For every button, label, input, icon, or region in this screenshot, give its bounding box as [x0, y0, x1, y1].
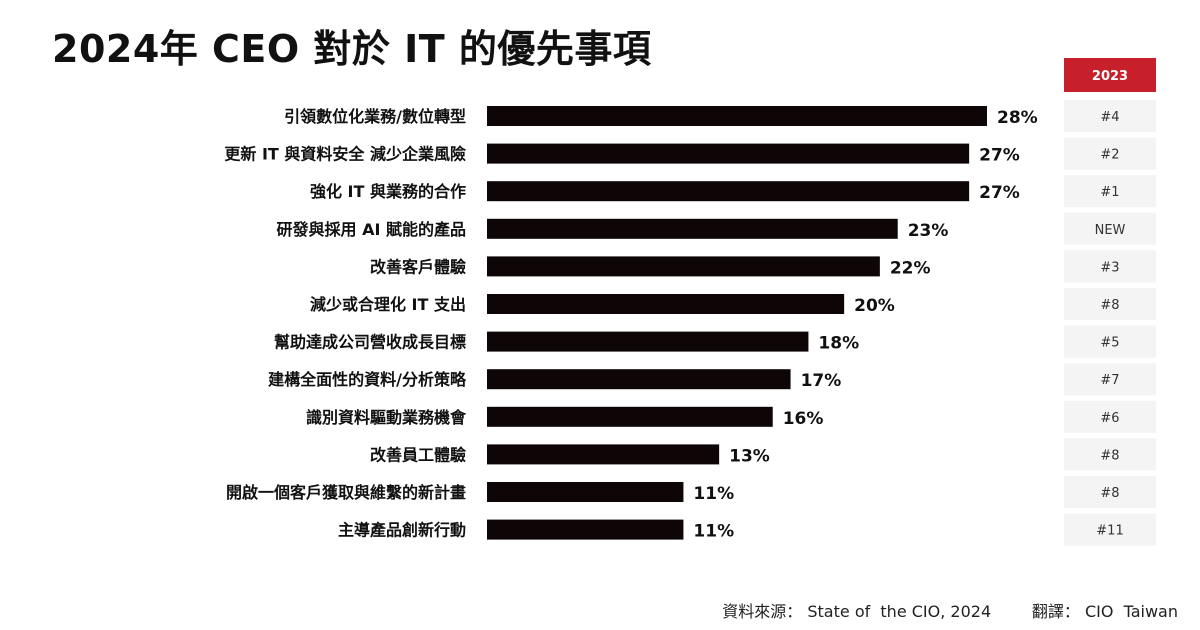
rank-label: #8: [1100, 448, 1119, 463]
rank-label: #5: [1100, 336, 1119, 351]
value-label: 20%: [854, 296, 895, 316]
rank-header-bg: [1064, 58, 1156, 92]
translation-text: CIO Taiwan: [1084, 602, 1178, 621]
bar: [487, 256, 880, 277]
rank-cell-bg: [1064, 513, 1156, 546]
value-label: 13%: [729, 446, 770, 466]
bar: [487, 218, 898, 239]
source-label: 資料來源：: [722, 602, 803, 621]
value-label: 22%: [890, 258, 931, 278]
category-label: 改善員工體驗: [370, 445, 466, 464]
rank-label: #3: [1100, 260, 1119, 275]
value-label: 27%: [979, 146, 1020, 166]
source-text: State of the CIO, 2024: [807, 602, 992, 621]
bar: [487, 143, 970, 164]
bar: [487, 294, 845, 314]
category-label: 強化 IT 與業務的合作: [310, 182, 466, 201]
rank-label: #1: [1100, 185, 1119, 200]
value-label: 28%: [997, 108, 1038, 128]
value-label: 17%: [801, 371, 842, 391]
bar: [487, 444, 720, 465]
bar: [487, 106, 987, 126]
category-label: 主導產品創新行動: [338, 521, 466, 540]
rank-label: #2: [1100, 148, 1119, 163]
rank-label: #8: [1100, 486, 1119, 501]
bar: [487, 519, 684, 540]
category-label: 減少或合理化 IT 支出: [310, 295, 466, 314]
bar-chart: 2023 引領數位化業務/數位轉型 28% #4 更新 IT 與資料安全 減少企業風險 2…: [224, 58, 1156, 546]
value-label: 11%: [693, 522, 734, 542]
category-label: 識別資料驅動業務機會: [306, 408, 467, 427]
value-label: 23%: [908, 221, 949, 241]
source-note: 資料來源： State of the CIO, 2024 翻譯： CIO Tai…: [722, 598, 1178, 622]
bar: [487, 181, 970, 202]
rank-label: #6: [1100, 411, 1119, 426]
bar: [487, 406, 773, 427]
rank-label: #8: [1100, 298, 1119, 313]
rank-cell-bg: [1064, 438, 1156, 471]
rank-cell-bg: [1064, 212, 1156, 245]
rank-cell-bg: [1064, 363, 1156, 396]
value-label: 27%: [979, 183, 1020, 203]
page-title: 2024年 CEO 對於 IT 的優先事項: [52, 27, 652, 71]
rank-cell-bg: [1064, 137, 1156, 170]
rank-cell-bg: [1064, 325, 1156, 358]
value-label: 18%: [818, 334, 859, 354]
category-label: 開啟一個客戶獲取與維繫的新計畫: [226, 483, 466, 502]
value-label: 16%: [783, 409, 824, 429]
value-label: 11%: [693, 484, 734, 504]
category-label: 幫助達成公司營收成長目標: [274, 333, 466, 352]
rank-cell-bg: [1064, 288, 1156, 320]
category-label: 建構全面性的資料/分析策略: [268, 370, 467, 389]
translation-label: 翻譯：: [1031, 602, 1080, 621]
bar: [487, 482, 684, 502]
bar: [487, 331, 809, 352]
rank-cell-bg: [1064, 175, 1156, 208]
rank-label: NEW: [1095, 223, 1126, 238]
rank-header: 2023: [1092, 69, 1128, 84]
rank-cell-bg: [1064, 476, 1156, 508]
category-label: 研發與採用 AI 賦能的產品: [277, 220, 466, 239]
rank-label: #11: [1096, 524, 1123, 539]
category-label: 更新 IT 與資料安全 減少企業風險: [224, 145, 466, 164]
rank-cell-bg: [1064, 250, 1156, 283]
rank-cell-bg: [1064, 100, 1156, 132]
category-label: 引領數位化業務/數位轉型: [284, 107, 466, 126]
rank-cell-bg: [1064, 400, 1156, 433]
bar: [487, 369, 791, 390]
rank-label: #4: [1100, 110, 1119, 125]
category-label: 改善客戶體驗: [370, 257, 466, 276]
rank-label: #7: [1100, 373, 1119, 388]
